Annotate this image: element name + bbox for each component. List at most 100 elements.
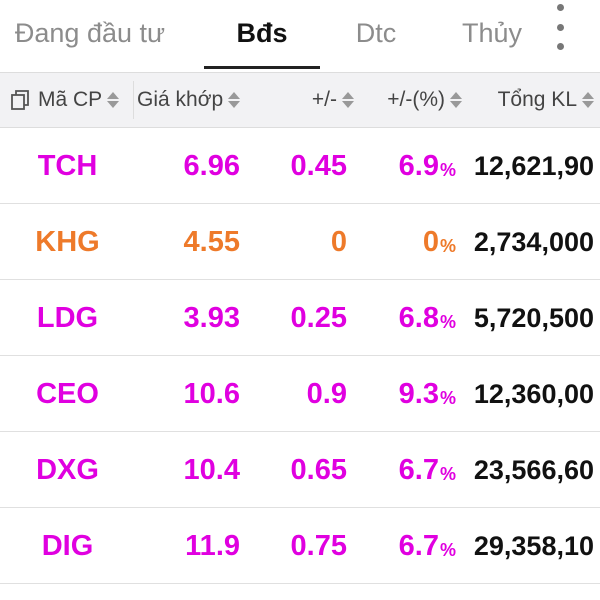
price-cell: 10.6 — [140, 356, 240, 432]
column-header-label: Tổng KL — [497, 88, 577, 111]
change-cell: 0.65 — [250, 432, 347, 508]
match-price: 3.93 — [183, 301, 240, 334]
price-change: 0 — [330, 225, 347, 258]
table-row[interactable]: DIG 11.9 0.75 6.7% 29,358,10 — [0, 508, 600, 584]
tab-label: Dtc — [355, 17, 397, 48]
sort-icon — [342, 92, 354, 108]
more-vertical-icon[interactable] — [545, 4, 575, 50]
tab-dang-dau-tu[interactable]: Đang đầu tư — [0, 0, 180, 66]
column-divider — [133, 81, 134, 119]
volume-cell: 2,734,000 — [460, 204, 594, 280]
match-price: 10.6 — [183, 377, 240, 410]
document-icon — [11, 90, 29, 110]
change-cell: 0.9 — [250, 356, 347, 432]
table-row[interactable]: DXG 10.4 0.65 6.7% 23,566,60 — [0, 432, 600, 508]
sort-icon — [107, 92, 120, 108]
table-row[interactable]: LDG 3.93 0.25 6.8% 5,720,500 — [0, 280, 600, 356]
symbol-cell: KHG — [10, 204, 125, 280]
price-cell: 4.55 — [140, 204, 240, 280]
total-volume: 23,566,60 — [473, 454, 594, 485]
total-volume: 12,621,90 — [473, 150, 594, 181]
percent-sign: % — [439, 463, 456, 484]
price-cell: 10.4 — [140, 432, 240, 508]
price-cell: 3.93 — [140, 280, 240, 356]
stock-symbol: LDG — [36, 301, 99, 334]
price-change-pct: 6.9 — [398, 149, 439, 182]
total-volume: 2,734,000 — [473, 226, 594, 257]
sort-icon — [582, 92, 594, 108]
change-pct-cell: 9.3% — [360, 356, 456, 432]
column-header-change-pct[interactable]: +/-(%) — [360, 73, 462, 127]
stock-symbol: CEO — [36, 377, 99, 410]
price-change-pct: 6.8 — [398, 301, 439, 334]
sort-icon — [228, 92, 241, 108]
tab-bar: Đang đầu tư Bđs Dtc Thủy — [0, 0, 600, 70]
table-row[interactable]: KHG 4.55 0 0% 2,734,000 — [0, 204, 600, 280]
price-change-pct: 6.7 — [398, 453, 439, 486]
match-price: 6.96 — [183, 149, 240, 182]
price-change: 0.45 — [290, 149, 347, 182]
symbol-cell: DXG — [10, 432, 125, 508]
tab-label: Bđs — [236, 17, 288, 48]
change-pct-cell: 6.7% — [360, 432, 456, 508]
stock-symbol: DIG — [41, 529, 94, 562]
column-header-label: Giá khớp — [137, 88, 224, 111]
symbol-cell: LDG — [10, 280, 125, 356]
volume-cell: 12,360,00 — [460, 356, 594, 432]
column-header-label: +/-(%) — [387, 88, 445, 111]
column-header-change[interactable]: +/- — [258, 73, 354, 127]
price-cell: 6.96 — [140, 128, 240, 204]
change-pct-cell: 0% — [360, 204, 456, 280]
stock-symbol: DXG — [36, 453, 99, 486]
column-header-label: +/- — [311, 88, 337, 111]
change-cell: 0.25 — [250, 280, 347, 356]
column-header-symbol[interactable]: Mã CP — [10, 73, 132, 127]
tab-label: Đang đầu tư — [14, 17, 166, 48]
table-row[interactable]: CEO 10.6 0.9 9.3% 12,360,00 — [0, 356, 600, 432]
change-pct-cell: 6.9% — [360, 128, 456, 204]
percent-sign: % — [439, 235, 456, 256]
volume-cell: 5,720,500 — [460, 280, 594, 356]
symbol-cell: TCH — [10, 128, 125, 204]
match-price: 10.4 — [183, 453, 240, 486]
total-volume: 29,358,10 — [473, 530, 594, 561]
table-row[interactable]: TCH 6.96 0.45 6.9% 12,621,90 — [0, 128, 600, 204]
volume-cell: 12,621,90 — [460, 128, 594, 204]
tab-label: Thủy — [462, 17, 523, 48]
sort-icon — [450, 92, 462, 108]
change-cell: 0.75 — [250, 508, 347, 584]
volume-cell: 29,358,10 — [460, 508, 594, 584]
column-header-price[interactable]: Giá khớp — [137, 73, 257, 127]
price-change: 0.75 — [290, 529, 347, 562]
match-price: 11.9 — [185, 529, 240, 562]
price-cell: 11.9 — [140, 508, 240, 584]
stock-symbol: KHG — [35, 225, 100, 258]
tab-thuy[interactable]: Thủy — [456, 0, 526, 66]
active-tab-indicator — [204, 66, 320, 69]
tab-dtc[interactable]: Dtc — [336, 0, 416, 66]
change-pct-cell: 6.8% — [360, 280, 456, 356]
percent-sign: % — [439, 311, 456, 332]
match-price: 4.55 — [183, 225, 240, 258]
price-change-pct: 9.3 — [398, 377, 439, 410]
percent-sign: % — [439, 539, 456, 560]
column-header-volume[interactable]: Tổng KL — [468, 73, 594, 127]
price-change-pct: 0 — [422, 225, 439, 258]
price-change: 0.25 — [290, 301, 347, 334]
price-change-pct: 6.7 — [398, 529, 439, 562]
symbol-cell: DIG — [10, 508, 125, 584]
percent-sign: % — [439, 387, 456, 408]
tab-bds[interactable]: Bđs — [204, 0, 320, 66]
total-volume: 5,720,500 — [473, 302, 594, 333]
column-header-label: Mã CP — [38, 88, 103, 111]
change-cell: 0 — [250, 204, 347, 280]
table-header: Mã CP Giá khớp +/- +/-(%) Tổng KL — [0, 72, 600, 128]
change-cell: 0.45 — [250, 128, 347, 204]
price-change: 0.65 — [290, 453, 347, 486]
change-pct-cell: 6.7% — [360, 508, 456, 584]
volume-cell: 23,566,60 — [460, 432, 594, 508]
total-volume: 12,360,00 — [473, 378, 594, 409]
symbol-cell: CEO — [10, 356, 125, 432]
stock-symbol: TCH — [37, 149, 98, 182]
price-change: 0.9 — [306, 377, 347, 410]
